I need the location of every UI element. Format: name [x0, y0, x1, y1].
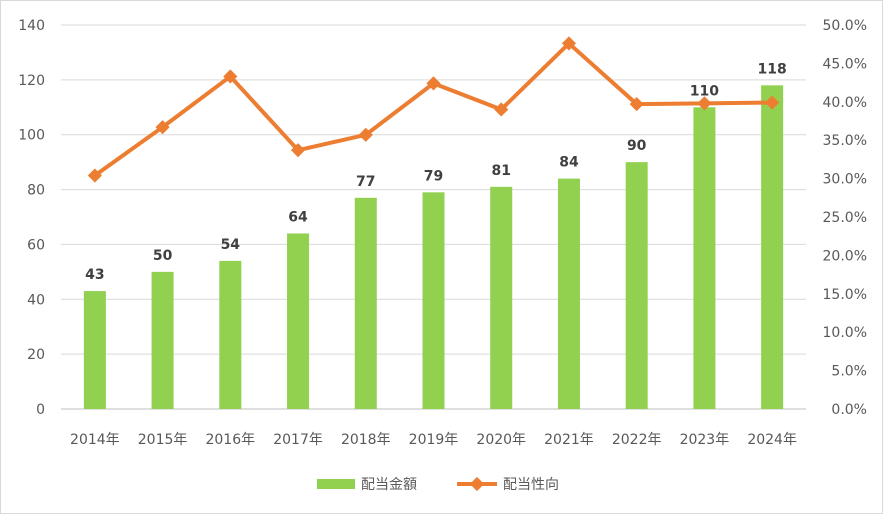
y-left-tick-label: 100	[18, 128, 45, 144]
x-tick-label: 2020年	[476, 432, 526, 448]
line-point	[697, 96, 712, 111]
x-axis: 2014年 2015年 2016年 2017年 2018年 2019年 2020年 2021年…	[70, 432, 797, 448]
y-left-tick-label: 20	[27, 347, 45, 363]
y-right-tick-label: 15.0%	[823, 287, 867, 303]
legend-marker-line	[469, 476, 485, 492]
bar	[557, 178, 580, 409]
bar-data-label: 50	[153, 248, 173, 264]
line-point	[358, 127, 373, 142]
bar	[625, 162, 648, 409]
x-tick-label: 2015年	[138, 432, 188, 448]
line-path	[92, 41, 775, 178]
bar-data-label: 54	[221, 237, 241, 253]
line-point	[561, 36, 577, 51]
x-tick-label: 2014年	[70, 432, 120, 448]
legend: 配当金額 配当性向	[317, 476, 559, 493]
bar	[287, 233, 310, 409]
y-left-tick-label: 120	[18, 73, 45, 89]
x-tick-label: 2017年	[273, 432, 323, 448]
bar-data-label: 77	[356, 174, 375, 190]
bar-data-labels: 43 50 54 64 77 79 81 84 90 110 118	[85, 61, 787, 283]
bar	[761, 85, 784, 409]
bar	[693, 107, 716, 410]
y-right-tick-label: 0.0%	[831, 402, 867, 418]
y-left-tick-label: 40	[27, 292, 45, 308]
y-left-tick-label: 60	[27, 237, 45, 253]
x-tick-label: 2022年	[612, 432, 662, 448]
bar-data-label: 84	[559, 155, 579, 171]
y-right-tick-label: 45.0%	[823, 56, 867, 72]
y-right-tick-label: 30.0%	[823, 172, 867, 188]
bar-data-label: 110	[690, 83, 719, 99]
bar	[219, 260, 242, 409]
bar	[354, 197, 377, 409]
y-left-tick-label: 80	[27, 183, 45, 199]
y-right-tick-label: 10.0%	[823, 325, 867, 341]
y-right-tick-label: 50.0%	[823, 18, 867, 34]
line-point	[494, 102, 509, 117]
bar-data-label: 81	[491, 163, 510, 179]
bar-data-label: 79	[424, 168, 443, 184]
y-left-tick-label: 140	[18, 18, 45, 34]
x-tick-label: 2016年	[205, 432, 255, 448]
y-axis-left: 0 20 40 60 80 100 120 140	[18, 18, 45, 418]
legend-label-line: 配当性向	[503, 477, 559, 493]
x-tick-label: 2021年	[544, 432, 594, 448]
bar	[422, 192, 445, 409]
legend-label-bar: 配当金額	[361, 477, 417, 493]
bar-data-label: 90	[627, 138, 647, 154]
line-point	[290, 143, 306, 158]
bar-data-label: 118	[758, 61, 787, 77]
bar-series	[83, 85, 784, 410]
x-tick-label: 2019年	[409, 432, 459, 448]
line-point	[765, 95, 780, 110]
bar-data-label: 64	[288, 209, 308, 225]
x-tick-label: 2024年	[747, 432, 797, 448]
x-tick-label: 2018年	[341, 432, 391, 448]
line-point	[629, 97, 644, 112]
y-right-tick-label: 5.0%	[831, 364, 867, 380]
y-right-tick-label: 35.0%	[823, 133, 867, 149]
y-axis-right: 0.0% 5.0% 10.0% 15.0% 20.0% 25.0% 30.0% 35.0% 40…	[823, 18, 867, 418]
bar	[83, 291, 106, 409]
legend-swatch-bar	[317, 479, 355, 489]
y-right-tick-label: 20.0%	[823, 248, 867, 264]
bar	[151, 271, 174, 409]
y-right-tick-label: 40.0%	[823, 95, 867, 111]
y-right-tick-label: 25.0%	[823, 210, 867, 226]
y-left-tick-label: 0	[36, 402, 45, 418]
x-tick-label: 2023年	[680, 432, 730, 448]
line-series	[87, 36, 780, 183]
bar	[490, 186, 513, 409]
line-point	[426, 76, 441, 91]
bar-data-label: 43	[85, 267, 104, 283]
